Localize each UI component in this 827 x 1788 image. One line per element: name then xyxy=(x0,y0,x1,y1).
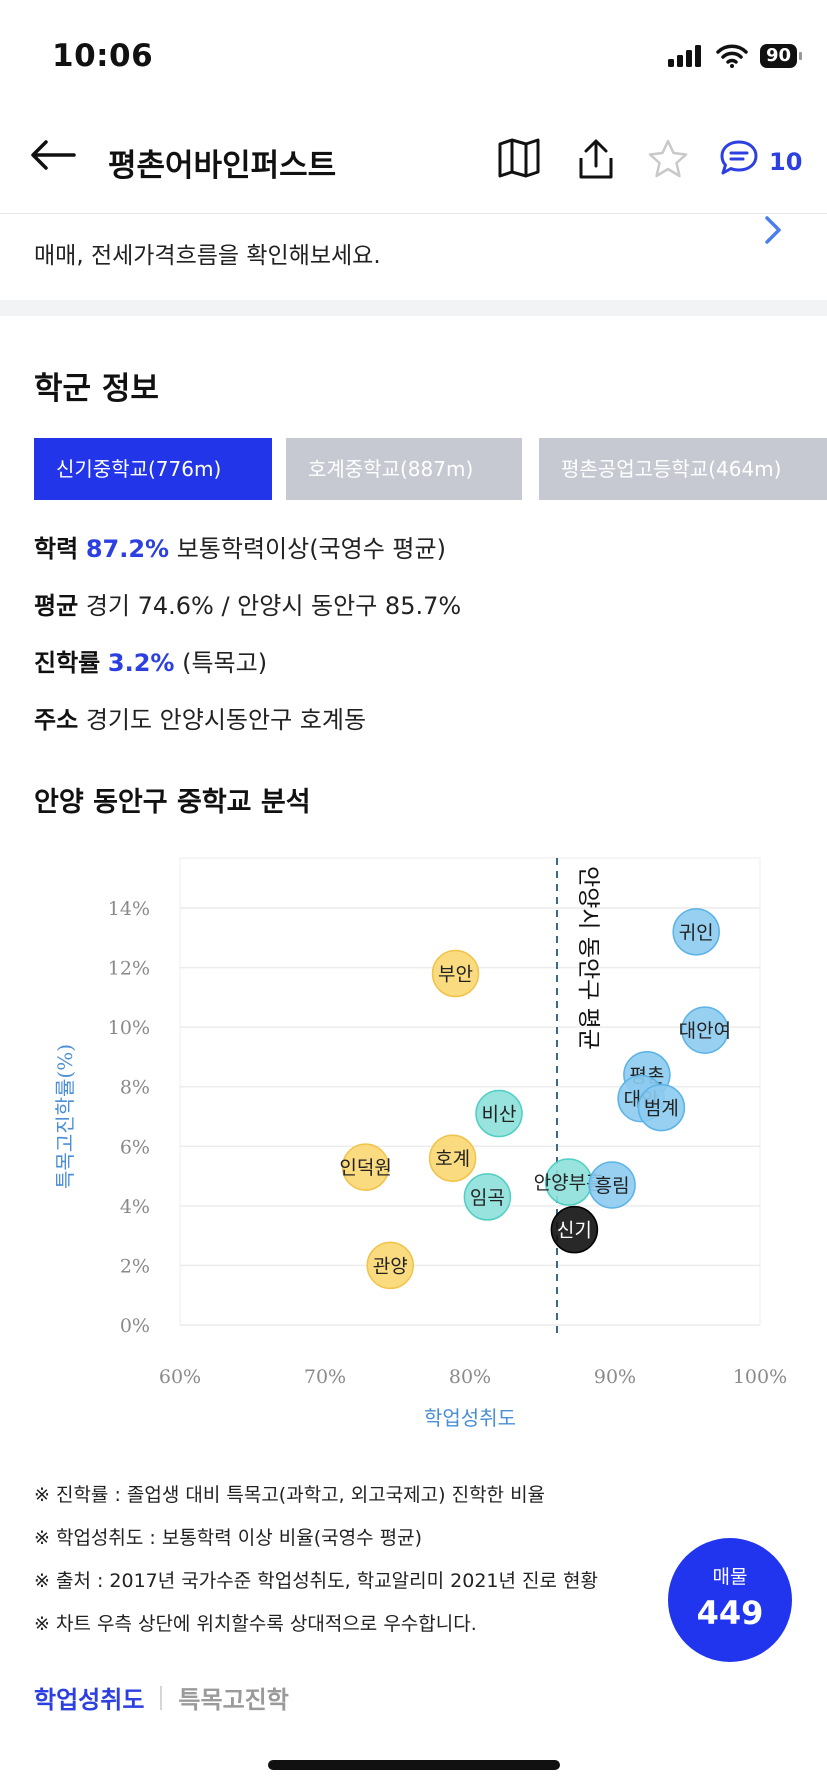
back-arrow-icon[interactable] xyxy=(28,138,78,172)
comment-count[interactable]: 10 xyxy=(769,148,803,176)
point-label: 귀인 xyxy=(679,922,714,944)
advance-label: 진학률 xyxy=(34,649,101,677)
header-divider xyxy=(0,213,827,214)
map-icon[interactable] xyxy=(497,138,541,178)
scatter-point xyxy=(681,1006,729,1054)
note-1: ※ 진학률 : 졸업생 대비 특목고(과학고, 외고국제고) 진학한 비율 xyxy=(34,1484,546,1506)
point-label: 인덕원 xyxy=(339,1157,391,1179)
scatter-point xyxy=(550,1205,599,1254)
note-4: ※ 차트 우측 상단에 위치할수록 상대적으로 우수합니다. xyxy=(34,1613,477,1635)
wifi-icon xyxy=(716,44,748,68)
note-3: ※ 출처 : 2017년 국가수준 학업성취도, 학교알리미 2021년 진로 … xyxy=(34,1570,598,1592)
point-label: 안양부흥 xyxy=(534,1172,604,1194)
listing-count: 449 xyxy=(696,1594,764,1632)
point-label: 대안여 xyxy=(679,1020,731,1042)
tab-achievement[interactable]: 학업성취도 xyxy=(34,1686,145,1714)
star-icon[interactable] xyxy=(646,138,690,180)
school-section-title: 학군 정보 xyxy=(34,371,159,407)
x-tick-label: 90% xyxy=(594,1366,636,1388)
school-scatter-chart: 0% 2% 4% 6% 8% 10% 12% 14% 60% 70% 80% 90% 100% 학업성취도… xyxy=(53,857,787,1430)
advance-row: 진학률 3.2% (특목고) xyxy=(34,643,267,678)
chevron-right-icon[interactable] xyxy=(763,214,783,246)
tab-school-2[interactable]: 호계중학교(887m) xyxy=(286,438,522,500)
point-label: 범계 xyxy=(644,1098,679,1120)
address-value: 경기도 안양시동안구 호계동 xyxy=(85,706,367,734)
page-title: 평촌어바인퍼스트 xyxy=(108,148,337,184)
point-label: 관양 xyxy=(373,1255,408,1277)
address-row: 주소 경기도 안양시동안구 호계동 xyxy=(34,700,366,735)
tab-school-1[interactable]: 신기중학교(776m) xyxy=(34,438,272,500)
tab-separator xyxy=(160,1685,163,1710)
battery-indicator: 90 xyxy=(759,44,803,68)
scatter-point xyxy=(672,908,720,956)
scatter-point xyxy=(428,1134,477,1182)
status-icons: 90 xyxy=(667,44,803,68)
note-2: ※ 학업성취도 : 보통학력 이상 비율(국영수 평균) xyxy=(34,1527,423,1549)
x-tick-label: 70% xyxy=(304,1366,346,1388)
y-tick-label: 14% xyxy=(108,898,150,920)
point-label: 임곡 xyxy=(470,1187,505,1209)
comment-icon[interactable] xyxy=(718,138,760,178)
scatter-point xyxy=(366,1241,414,1290)
average-row: 평균 경기 74.6% / 안양시 동안구 85.7% xyxy=(34,586,461,621)
signal-icon xyxy=(667,45,701,67)
point-label: 신기 xyxy=(557,1220,592,1242)
share-icon[interactable] xyxy=(576,138,616,180)
point-label: 부안 xyxy=(438,964,473,986)
listing-count-button[interactable]: 매물 449 xyxy=(668,1538,792,1662)
status-time: 10:06 xyxy=(52,38,154,74)
y-tick-label: 10% xyxy=(108,1017,150,1039)
average-reference-label: 안양시 동안구 평균 xyxy=(575,866,601,1050)
point-label: 호계 xyxy=(435,1148,470,1170)
tab-advance-rate[interactable]: 특목고진학 xyxy=(178,1686,289,1714)
scatter-point xyxy=(341,1143,390,1191)
achievement-row: 학력 87.2% 보통학력이상(국영수 평균) xyxy=(34,529,446,564)
y-tick-label: 0% xyxy=(120,1315,150,1337)
x-tick-label: 80% xyxy=(449,1366,491,1388)
scatter-point xyxy=(431,949,480,998)
advance-desc: (특목고) xyxy=(182,649,268,677)
average-value: 경기 74.6% / 안양시 동안구 85.7% xyxy=(85,592,462,620)
address-label: 주소 xyxy=(34,706,79,734)
scatter-point xyxy=(475,1089,523,1138)
analysis-title: 안양 동안구 중학교 분석 xyxy=(34,787,311,818)
price-trend-text[interactable]: 매매, 전세가격흐름을 확인해보세요. xyxy=(34,243,381,269)
average-label: 평균 xyxy=(34,592,79,620)
tab-school-3[interactable]: 평촌공업고등학교(464m) xyxy=(539,438,827,500)
achievement-label: 학력 xyxy=(34,535,79,563)
y-tick-label: 6% xyxy=(120,1136,150,1158)
school-tabs: 신기중학교(776m) 호계중학교(887m) 평촌공업고등학교(464m) xyxy=(34,438,827,500)
achievement-value: 87.2% xyxy=(85,535,170,563)
x-axis-title: 학업성취도 xyxy=(424,1406,516,1430)
home-indicator xyxy=(268,1760,560,1770)
achievement-desc: 보통학력이상(국영수 평균) xyxy=(176,535,446,563)
scatter-point xyxy=(588,1161,636,1209)
x-tick-label: 100% xyxy=(733,1366,787,1388)
y-tick-label: 8% xyxy=(120,1077,150,1099)
scatter-point xyxy=(637,1083,686,1132)
scatter-point xyxy=(463,1173,512,1221)
y-axis-title: 특목고진학률(%) xyxy=(53,1044,77,1189)
section-divider xyxy=(0,300,827,316)
point-label: 비산 xyxy=(482,1104,517,1126)
y-tick-label: 12% xyxy=(108,958,150,980)
chart-toggle: 학업성취도 특목고진학 xyxy=(34,1680,289,1715)
y-tick-label: 2% xyxy=(120,1255,150,1277)
point-label: 흥림 xyxy=(595,1175,630,1197)
listing-label: 매물 xyxy=(712,1566,748,1588)
x-tick-label: 60% xyxy=(159,1366,201,1388)
advance-value: 3.2% xyxy=(107,649,175,677)
y-tick-label: 4% xyxy=(120,1196,150,1218)
